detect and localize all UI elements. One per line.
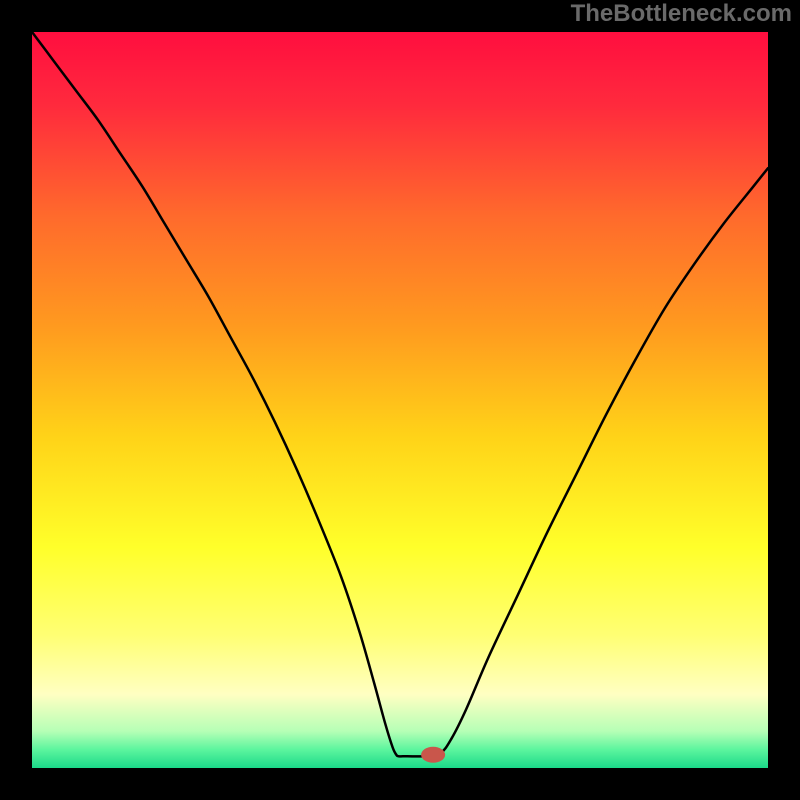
min-point-marker	[421, 747, 445, 763]
chart-container: TheBottleneck.com	[0, 0, 800, 800]
bottleneck-chart	[0, 0, 800, 800]
plot-gradient-background	[32, 32, 768, 768]
